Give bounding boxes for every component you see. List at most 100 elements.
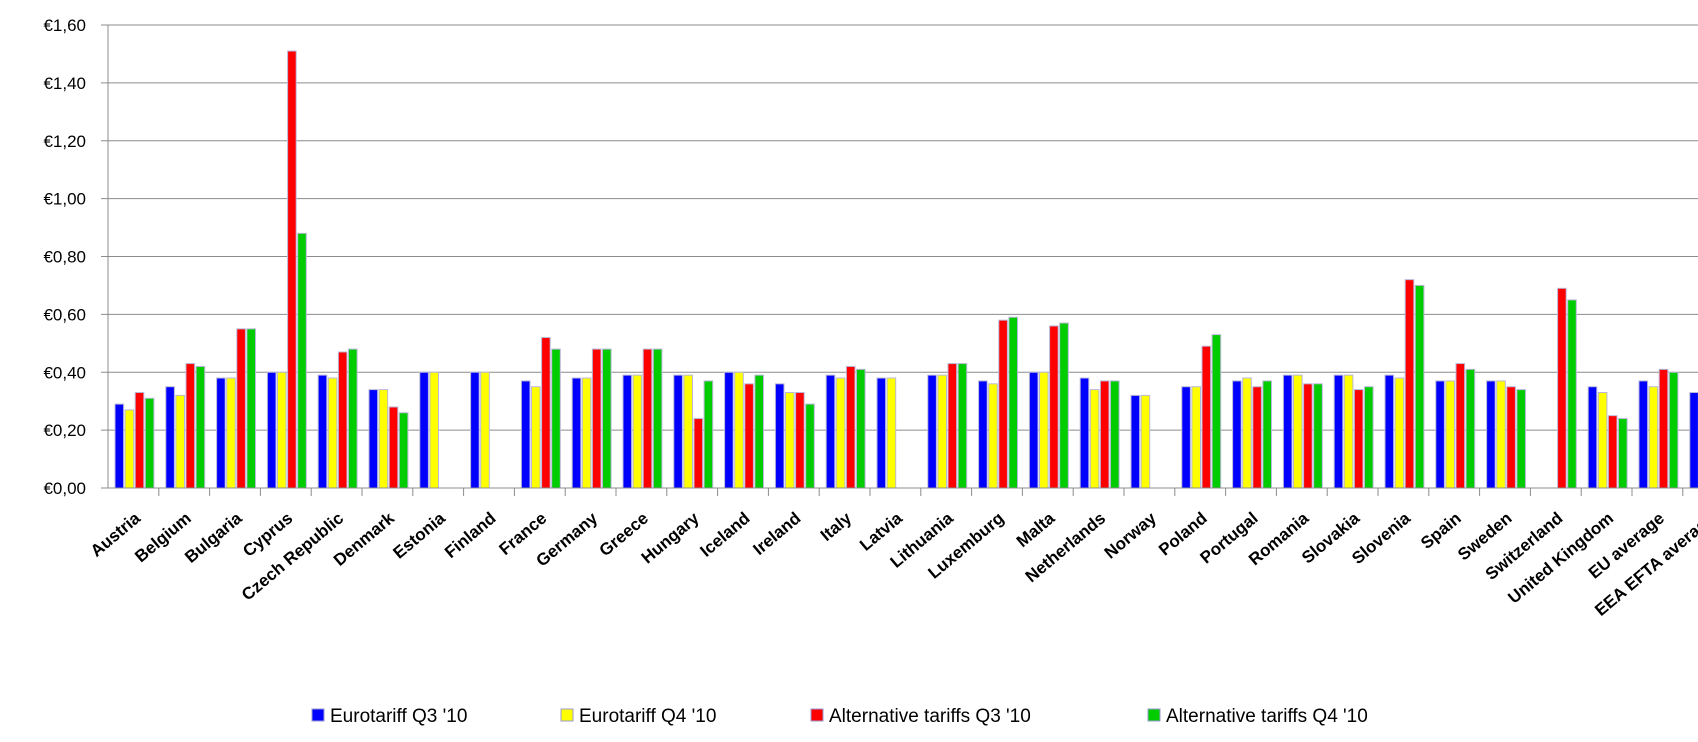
bar: [1607, 415, 1618, 489]
bar: [1618, 418, 1628, 489]
bar: [845, 365, 856, 489]
bar: [703, 380, 714, 489]
legend-label: Eurotariff Q4 '10: [579, 706, 716, 727]
y-tick-label: €0,40: [43, 363, 86, 382]
y-tick-label: €1,60: [43, 16, 86, 35]
bar: [591, 348, 602, 489]
x-tick-label: Italy: [817, 508, 856, 545]
bar: [1089, 389, 1100, 489]
bar: [988, 383, 998, 489]
bar: [795, 392, 805, 489]
bar: [1343, 374, 1354, 489]
legend-swatch: [810, 708, 824, 722]
x-tick-label: Malta: [1013, 508, 1059, 551]
bar: [1181, 386, 1191, 489]
legend-swatch: [311, 708, 325, 722]
bar: [1293, 374, 1303, 489]
bar: [1099, 380, 1110, 489]
bar: [1557, 287, 1567, 489]
bar: [1486, 380, 1496, 489]
bar: [835, 377, 846, 489]
gridlines: [108, 24, 1698, 431]
bar: [1648, 386, 1659, 489]
bar: [1435, 380, 1445, 489]
y-tick-label: €0,80: [43, 248, 86, 267]
y-tick-label: €1,20: [43, 132, 86, 151]
bars: [114, 50, 1698, 489]
bar: [1567, 299, 1577, 489]
bar: [1008, 316, 1019, 489]
bar: [1211, 334, 1222, 489]
y-axis-tick-labels: €0,00 €0,20 €0,40 €0,60 €0,80 €1,00 €1,20 €1,40…: [43, 16, 86, 498]
y-tick-label: €1,40: [43, 74, 86, 93]
bar: [327, 377, 338, 489]
bar: [1140, 394, 1151, 489]
bar: [1404, 279, 1415, 489]
bar: [1506, 386, 1516, 489]
x-tick-label: Ireland: [749, 509, 804, 559]
legend-swatch: [1147, 708, 1161, 722]
bar: [785, 392, 795, 489]
y-tick-label: €1,00: [43, 190, 86, 209]
bar: [144, 397, 155, 489]
bar: [673, 374, 683, 489]
legend-label: Alternative tariffs Q4 '10: [1166, 706, 1368, 727]
bar: [1394, 377, 1405, 489]
bar: [1587, 386, 1598, 489]
bar: [165, 386, 175, 489]
bar: [134, 392, 145, 489]
bar: [266, 371, 277, 489]
bar: [1313, 383, 1323, 489]
bar: [541, 337, 551, 489]
bar: [246, 328, 256, 489]
y-tick-label: €0,00: [43, 479, 86, 498]
legend: Eurotariff Q3 '10 Eurotariff Q4 '10 Altern…: [311, 706, 1368, 727]
bar: [1638, 380, 1649, 489]
bar: [642, 348, 653, 489]
bar: [1597, 392, 1608, 489]
bar: [1414, 284, 1425, 489]
bar: [571, 377, 582, 489]
bar: [693, 418, 704, 489]
legend-label: Eurotariff Q3 '10: [330, 706, 467, 727]
bar: [277, 371, 287, 489]
bar: [978, 380, 988, 489]
bar: [185, 363, 196, 489]
axes: [101, 24, 1698, 496]
bar: [886, 377, 897, 489]
bar: [1333, 374, 1344, 489]
bar: [388, 406, 399, 489]
bar: [805, 403, 815, 489]
x-tick-label: Finland: [441, 509, 500, 562]
bar: [429, 371, 439, 489]
bar: [1049, 325, 1059, 489]
bar: [683, 374, 694, 489]
bar: [297, 232, 307, 489]
bar: [927, 374, 937, 489]
bar: [1110, 380, 1120, 489]
x-tick-label: Norway: [1101, 508, 1161, 562]
bar: [744, 383, 754, 489]
bar: [1262, 380, 1273, 489]
bar: [1232, 380, 1242, 489]
legend-swatch: [560, 708, 574, 722]
bar: [368, 389, 379, 489]
y-tick-label: €0,20: [43, 421, 86, 440]
bar: [175, 394, 185, 489]
bar: [602, 348, 612, 489]
bar: [1191, 386, 1202, 489]
bar: [1689, 392, 1698, 489]
bar: [114, 403, 125, 489]
bar: [520, 380, 531, 489]
bar: [1303, 383, 1313, 489]
bar: [1445, 380, 1456, 489]
bar: [1455, 363, 1466, 489]
bar: [1496, 380, 1506, 489]
bar: [317, 374, 328, 489]
bar: [1353, 389, 1364, 489]
bar: [287, 50, 297, 489]
bar: [1201, 345, 1212, 489]
